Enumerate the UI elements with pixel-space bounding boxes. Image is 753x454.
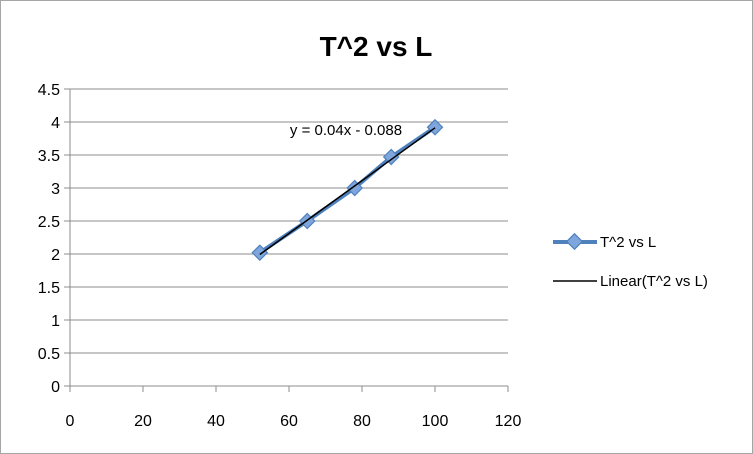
axes <box>64 88 509 392</box>
data-point-0-2 <box>346 179 364 197</box>
x-tick-label-3: 60 <box>280 413 298 430</box>
legend-series-marker-diamond-icon <box>565 232 584 251</box>
chart-title: T^2 vs L <box>320 31 433 62</box>
y-tick-label-6: 3 <box>51 181 60 198</box>
x-axis-tick-labels: 0 20 40 60 80 100 120 <box>66 413 522 430</box>
y-tick-label-5: 2.5 <box>38 214 60 231</box>
x-tick-label-0: 0 <box>66 413 75 430</box>
legend-trendline-label: Linear(T^2 vs L) <box>600 273 708 290</box>
x-tick-label-4: 80 <box>353 413 371 430</box>
y-axis-tick-labels: 0 0.5 1 1.5 2 2.5 3 3.5 4 4.5 <box>38 82 60 396</box>
y-tick-label-0: 0 <box>51 379 60 396</box>
trendline <box>259 127 436 256</box>
x-tick-label-1: 20 <box>134 413 152 430</box>
x-tick-label-2: 40 <box>207 413 225 430</box>
x-tick-label-6: 120 <box>495 413 522 430</box>
y-tick-label-8: 4 <box>51 115 60 132</box>
legend-series-label: T^2 vs L <box>600 234 656 251</box>
y-tick-label-1: 0.5 <box>38 346 60 363</box>
y-tick-label-2: 1 <box>51 313 60 330</box>
y-tick-label-4: 2 <box>51 247 60 264</box>
y-tick-label-7: 3.5 <box>38 148 60 165</box>
legend: T^2 vs L Linear(T^2 vs L) <box>553 232 708 290</box>
x-tick-label-5: 100 <box>422 413 449 430</box>
data-point-0-3 <box>382 148 400 166</box>
gridlines <box>70 88 508 354</box>
y-tick-label-9: 4.5 <box>38 82 60 99</box>
trendline-group <box>259 127 436 256</box>
y-tick-label-3: 1.5 <box>38 280 60 297</box>
trendline-equation: y = 0.04x - 0.088 <box>290 122 402 139</box>
